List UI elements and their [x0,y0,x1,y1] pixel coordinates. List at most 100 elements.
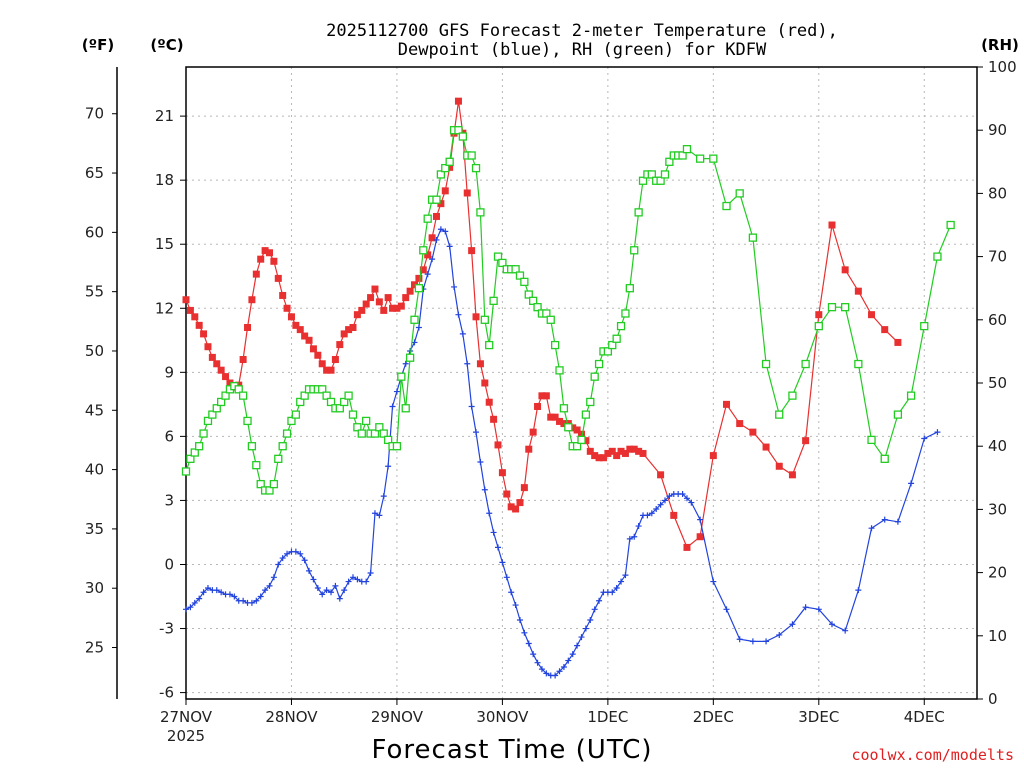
dewpoint-point [749,638,756,645]
chart-title-line-1: 2025112700 GFS Forecast 2-meter Temperat… [326,21,838,41]
dewpoint-point [495,544,502,551]
rh-tick-label: 0 [988,690,998,708]
dewpoint-point [336,595,343,602]
dewpoint-point [429,256,436,263]
rh-point [181,467,191,476]
temperature-point [446,163,454,171]
temperature-point [788,471,796,479]
dewpoint-point [503,574,510,581]
dewpoint-point [534,659,541,666]
chart-title-line-2: Dewpoint (blue), RH (green) for KDFW [398,40,767,60]
rh-point [555,366,564,375]
rh-point [625,284,634,293]
rh-point [735,189,744,198]
dewpoint-point [622,572,629,579]
temperature-point [226,379,234,387]
temperature-point [573,426,581,434]
rh-point [247,442,257,451]
rh-point [612,334,621,343]
series-dewpoint [183,226,941,679]
rh-point [498,258,507,268]
time-tick-label: 29NOV [371,708,424,726]
dewpoint-point [653,505,660,512]
dewpoint-point [578,634,585,641]
temperature-point [709,452,717,460]
temperature-point [406,287,414,295]
rh-point [274,454,283,463]
temperature-point [191,313,199,321]
rh-point [348,410,358,419]
dewpoint-point [635,523,642,530]
temperature-point [270,257,278,265]
dewpoint-point [776,631,783,638]
temperature-point [331,356,339,364]
temperature-point [481,379,489,387]
temperature-point [595,454,603,462]
rh-point [933,252,942,261]
rh-point [217,397,226,407]
rh-point [542,309,551,318]
celsius-tick-label: 18 [155,171,174,189]
temperature-point [411,281,419,289]
temperature-point [358,306,366,314]
temperature-point [485,398,493,406]
dewpoint-point [894,518,901,525]
temperature-point [428,234,436,242]
rh-point [287,416,296,426]
temperature-point [586,447,594,455]
rh-point [221,391,230,400]
rh-point [533,303,542,312]
dewpoint-point [380,493,387,500]
celsius-tick-label: 0 [164,555,174,573]
dewpoint-point [868,525,875,532]
temperature-point [723,400,731,408]
temperature-point [274,274,282,282]
temperature-point [507,503,515,511]
rh-point [608,340,617,350]
dewpoint-point [582,625,589,632]
credit-text: coolwx.com/modelts [851,746,1014,764]
temperature-point [244,323,252,331]
rh-point [410,315,419,324]
temperature-point [402,294,410,302]
time-tick-label: 27NOV [160,708,213,726]
temperature-point [534,402,542,410]
temperature-point [208,353,216,361]
dewpoint-point [371,510,378,517]
temperature-point [556,417,564,425]
dewpoint-point [323,587,330,594]
celsius-tick-label: 12 [155,299,174,317]
dewpoint-point [196,595,203,602]
rh-point [296,397,305,407]
dewpoint-point [666,493,673,500]
fahrenheit-axis-ticks: 25 30 35 40 45 50 55 60 65 70 [85,105,117,657]
dewpoint-point [490,529,497,536]
rh-point [493,252,503,261]
dewpoint-point [376,512,383,519]
temperature-point [287,313,295,321]
rh-point [353,423,362,432]
dewpoint-point [934,429,941,436]
temperature-point [828,221,836,229]
dewpoint-point [521,629,528,636]
dewpoint-point [683,495,690,502]
celsius-tick-label: 21 [155,107,174,125]
fahrenheit-tick-label: 60 [85,223,104,241]
rh-point [696,154,705,163]
rh-point [906,391,916,400]
dewpoint-point [279,555,286,562]
rh-point [524,290,533,299]
rh-axis-ticks: 0 10 20 30 40 50 60 70 80 90 100 [977,58,1017,708]
rh-point [577,435,586,445]
temperature-point [265,249,273,257]
temperature-point [415,274,423,282]
temperature-point [186,306,194,314]
rh-point [920,321,929,331]
rh-point [550,340,560,350]
rh-point [467,151,476,160]
rh-tick-label: 60 [988,311,1007,329]
rh-point [634,208,643,217]
rh-point [841,303,850,312]
rh-point [436,170,446,179]
